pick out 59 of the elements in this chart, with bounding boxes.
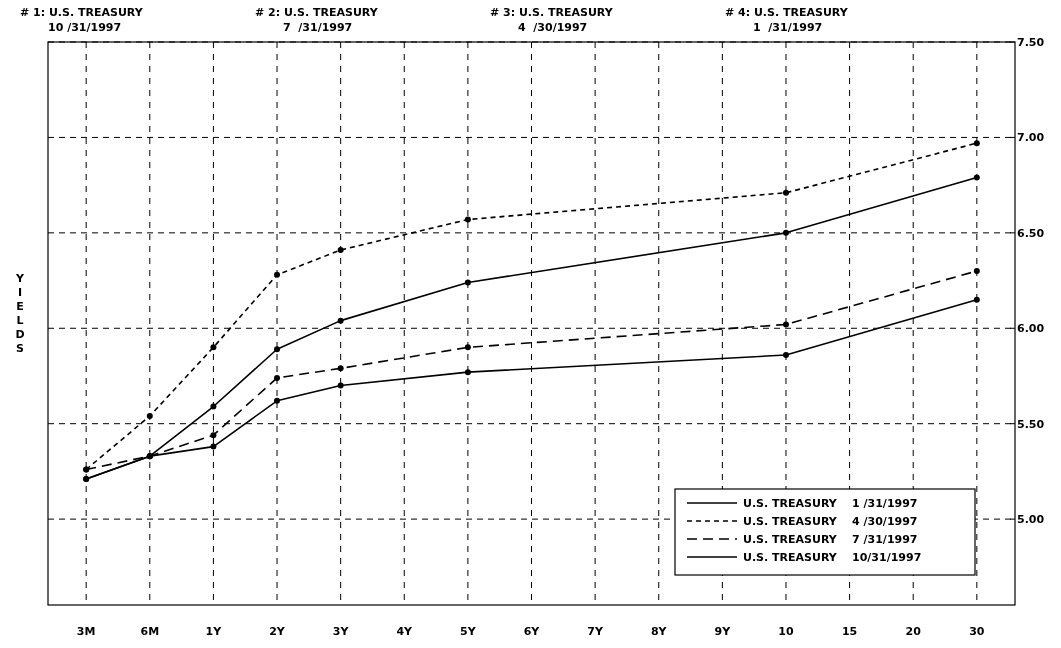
point	[146, 413, 153, 420]
x-tick-label: 10	[778, 625, 794, 638]
point	[337, 247, 344, 254]
y-tick-label: 6.50	[1017, 226, 1045, 240]
y-tick-label: 6.00	[1017, 322, 1045, 336]
point	[973, 268, 980, 275]
point	[210, 443, 217, 450]
point	[464, 216, 471, 223]
point	[464, 279, 471, 286]
point	[210, 344, 217, 351]
y-tick-label: 7.50	[1017, 36, 1045, 49]
point	[337, 382, 344, 389]
x-tick-label: 7Y	[587, 625, 604, 638]
text: # 3: U.S. TREASURY	[490, 6, 614, 19]
point	[210, 403, 217, 410]
y-tick-label: 7.00	[1017, 131, 1045, 145]
x-tick-label: 4Y	[396, 625, 414, 638]
point	[973, 140, 980, 147]
text: 4 /30/1997	[518, 21, 588, 34]
point	[274, 271, 281, 278]
point	[782, 189, 789, 196]
x-tick-label: 6Y	[523, 625, 541, 638]
text: 10 /31/1997	[48, 21, 122, 34]
point	[782, 351, 789, 358]
point	[274, 346, 281, 353]
legend-label: U.S. TREASURY 4 /30/1997	[743, 515, 918, 528]
point	[337, 317, 344, 324]
x-tick-label: 6M	[140, 625, 160, 638]
text: # 1: U.S. TREASURY	[20, 6, 144, 19]
x-tick-label: 15	[841, 625, 858, 638]
legend-label: U.S. TREASURY 10/31/1997	[743, 551, 922, 564]
point	[973, 174, 980, 181]
text: # 2: U.S. TREASURY	[255, 6, 379, 19]
point	[973, 296, 980, 303]
x-tick-label: 2Y	[269, 625, 286, 638]
point	[464, 369, 471, 376]
y-tick-label: 5.50	[1017, 417, 1045, 431]
x-tick-label: 3Y	[332, 625, 350, 638]
point	[274, 397, 281, 404]
x-tick-label: 9Y	[714, 625, 732, 638]
text: 7 /31/1997	[283, 21, 353, 34]
point	[464, 344, 471, 351]
text: 1 /31/1997	[753, 21, 823, 34]
x-tick-label: 20	[905, 625, 922, 638]
text: # 4: U.S. TREASURY	[725, 6, 849, 19]
point	[782, 229, 789, 236]
point	[274, 374, 281, 381]
y-axis-title: YIELDS	[15, 271, 26, 355]
point	[337, 365, 344, 372]
legend-label: U.S. TREASURY 1 /31/1997	[743, 497, 918, 510]
point	[210, 432, 217, 439]
x-tick-label: 5Y	[460, 625, 477, 638]
x-tick-label: 1Y	[205, 625, 223, 638]
legend-label: U.S. TREASURY 7 /31/1997	[743, 533, 918, 546]
point	[782, 321, 789, 328]
y-tick-label: 5.00	[1017, 513, 1045, 527]
x-tick-label: 30	[969, 625, 985, 638]
x-tick-label: 8Y	[650, 625, 668, 638]
x-tick-label: 3M	[76, 625, 96, 638]
